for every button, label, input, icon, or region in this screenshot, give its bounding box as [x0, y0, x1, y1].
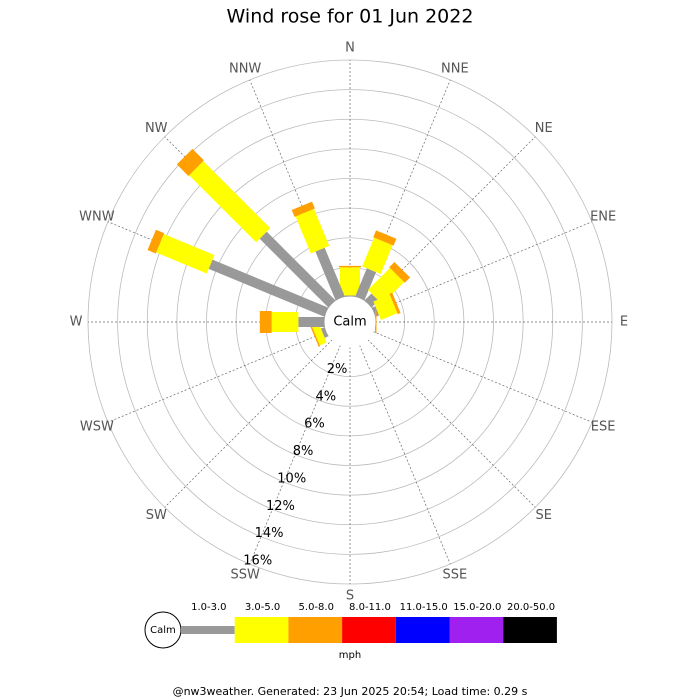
legend-calm-label: Calm — [150, 625, 176, 636]
bar-segment — [208, 259, 329, 318]
legend-swatch — [395, 617, 450, 643]
legend-label: 3.0-5.0 — [245, 602, 280, 613]
ring-label: 2% — [327, 362, 348, 377]
direction-label: NW — [145, 121, 168, 136]
legend-label: 5.0-8.0 — [299, 602, 334, 613]
bar-segment — [320, 326, 329, 338]
spoke — [359, 344, 451, 565]
bar-segment — [315, 247, 346, 301]
footer: @nw3weather. Generated: 23 Jun 2025 20:5… — [173, 685, 528, 698]
ring-label: 8% — [293, 444, 314, 459]
direction-label: N — [345, 41, 355, 56]
spoke — [107, 221, 328, 313]
ring-label: 10% — [277, 471, 306, 486]
bar-segment — [189, 161, 271, 243]
bar-segment — [373, 294, 398, 320]
spoke — [164, 339, 333, 508]
bar-segment — [271, 312, 299, 332]
direction-label: SSE — [442, 568, 467, 583]
bar-segment — [367, 267, 405, 305]
spoke — [367, 136, 536, 305]
direction-label: SW — [146, 508, 167, 523]
bar-segment — [259, 231, 336, 308]
legend-swatch — [234, 617, 289, 643]
spoke — [372, 331, 593, 423]
direction-label: SSW — [230, 568, 260, 583]
spoke — [107, 331, 328, 423]
bar-segment — [156, 234, 215, 274]
direction-label: ENE — [590, 210, 616, 225]
bar-segment — [389, 292, 401, 315]
spoke — [249, 79, 341, 300]
ring-label: 16% — [243, 554, 272, 569]
direction-label: NE — [535, 121, 553, 136]
legend-swatch — [181, 626, 235, 634]
ring-label: 12% — [266, 499, 295, 514]
legend-label: 20.0-50.0 — [507, 602, 555, 613]
bar-segment — [310, 325, 321, 347]
bar-segment — [312, 324, 327, 346]
legend-label: 15.0-20.0 — [453, 602, 501, 613]
bar-segment — [176, 148, 204, 176]
direction-label: S — [346, 589, 354, 604]
legend-swatch — [288, 617, 343, 643]
bar-segment — [298, 317, 325, 327]
spoke — [249, 344, 341, 565]
chart-title: Wind rose for 01 Jun 2022 — [227, 6, 474, 28]
ring-label: 6% — [304, 417, 325, 432]
legend-label: 8.0-11.0 — [349, 602, 391, 613]
direction-label: E — [620, 315, 628, 330]
grid-ring — [206, 178, 494, 466]
ring-label: 4% — [315, 389, 336, 404]
grid-ring — [117, 89, 583, 555]
legend-swatch — [449, 617, 504, 643]
calm-label: Calm — [333, 315, 366, 330]
direction-label: ESE — [591, 419, 616, 434]
bar-segment — [375, 311, 377, 333]
bar-segment — [340, 267, 360, 296]
spoke — [359, 79, 451, 300]
bar-segment — [295, 208, 330, 254]
spoke — [372, 221, 593, 313]
direction-label: WSW — [80, 419, 114, 434]
direction-label: SE — [536, 508, 552, 523]
spoke — [367, 339, 536, 508]
bar-segment — [362, 237, 393, 274]
direction-label: W — [70, 315, 83, 330]
units-label: mph — [339, 650, 361, 661]
ring-label: 14% — [255, 526, 284, 541]
bar-segment — [339, 265, 361, 268]
bar-segment — [147, 229, 165, 254]
bar-segment — [291, 201, 315, 217]
bar-segment — [373, 230, 397, 246]
bar-segment — [354, 268, 377, 301]
legend-label: 1.0-3.0 — [191, 602, 226, 613]
legend-swatch — [503, 617, 557, 643]
bar-segment — [259, 311, 272, 333]
direction-label: NNE — [441, 61, 469, 76]
legend-label: 11.0-15.0 — [400, 602, 448, 613]
direction-label: WNW — [79, 210, 115, 225]
calm-circle — [324, 296, 376, 348]
bar-segment — [389, 261, 411, 283]
direction-label: NNW — [229, 61, 261, 76]
legend-swatch — [342, 617, 396, 643]
